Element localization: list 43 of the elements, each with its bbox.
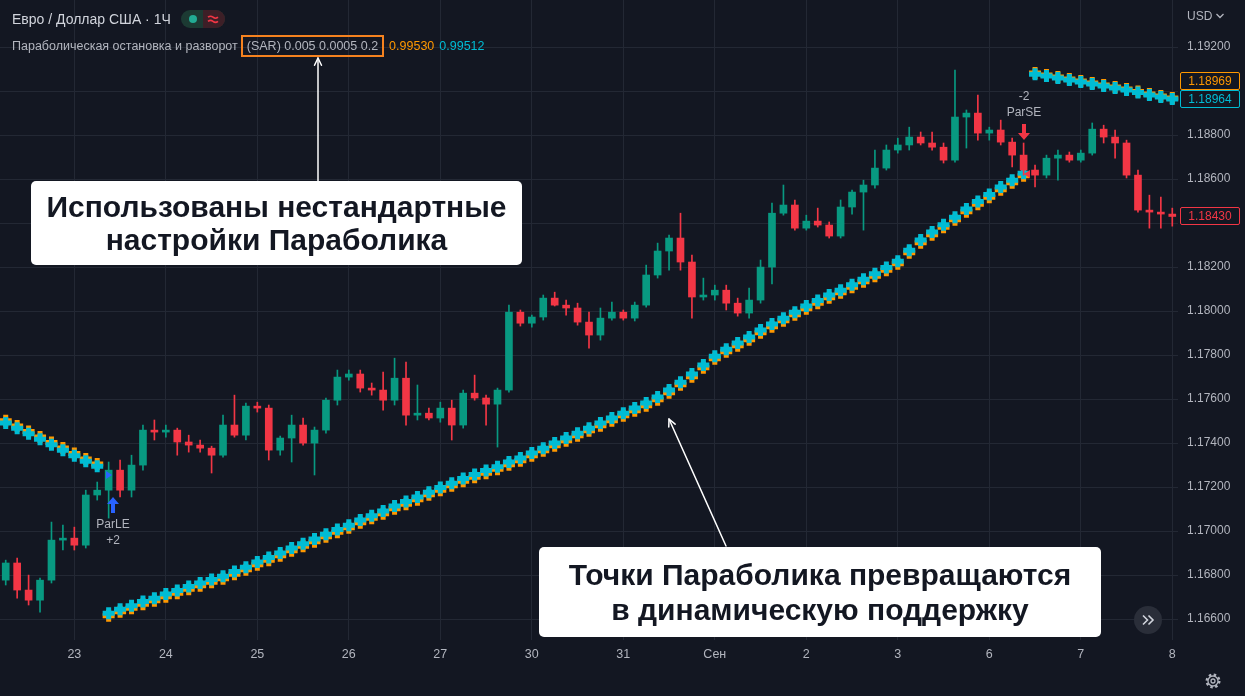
x-tick-label: 6 xyxy=(985,646,993,661)
y-tick-label: 1.17600 xyxy=(1187,391,1231,406)
annotation: 0.99530 xyxy=(389,39,435,53)
candlestick xyxy=(482,394,490,426)
text: Евро / Доллар США · 1Ч xyxy=(12,11,171,27)
y-tick-label: 1.18000 xyxy=(1187,303,1231,318)
text: 1.18430 xyxy=(1180,207,1240,226)
y-tick-label: 1.17200 xyxy=(1187,479,1231,494)
x-tick-label: 24 xyxy=(158,646,173,661)
text: Параболическая остановка и разворот xyxy=(12,39,238,53)
candlestick xyxy=(1054,149,1062,181)
candlestick xyxy=(813,207,822,228)
x-tick-label: 27 xyxy=(433,646,448,661)
x-tick-label: 31 xyxy=(616,646,631,661)
annotation: Точки Параболика превращаются в динамическую поддержку xyxy=(567,557,1073,627)
y-tick-label: 1.17400 xyxy=(1187,435,1231,450)
y-axis-title: USD xyxy=(1187,9,1213,23)
annotation: Использованы нестандартные настройки Параболика xyxy=(45,190,508,256)
y-tick-label: 1.17800 xyxy=(1187,347,1231,362)
annotation: -2 ParSE xyxy=(1006,88,1042,120)
x-tick-label: 2 xyxy=(802,646,810,661)
annotation: ParLE +2 xyxy=(96,516,130,548)
text: 1.18964 xyxy=(1180,90,1240,108)
y-tick-label: 1.16600 xyxy=(1187,611,1231,626)
x-tick-label: 25 xyxy=(250,646,265,661)
candlestick xyxy=(1111,129,1119,159)
y-tick-label: 1.18200 xyxy=(1187,259,1231,274)
y-tick-label: 1.16800 xyxy=(1187,567,1231,582)
annotation: 0.99512 xyxy=(439,39,485,53)
x-tick-label: 3 xyxy=(894,646,902,661)
x-tick-label: 30 xyxy=(524,646,539,661)
x-tick-label: 7 xyxy=(1077,646,1085,661)
y-tick-label: 1.17000 xyxy=(1187,523,1231,538)
y-tick-label: 1.18800 xyxy=(1187,127,1231,142)
y-tick-label: 1.19200 xyxy=(1187,39,1231,54)
x-tick-label: 8 xyxy=(1168,646,1176,661)
annotation: (SAR) 0.005 0.0005 0.2 xyxy=(240,35,385,57)
text: 1.18969 xyxy=(1180,72,1240,90)
candlestick xyxy=(1168,207,1177,227)
y-tick-label: 1.18600 xyxy=(1187,171,1231,186)
x-tick-label: Сен xyxy=(703,646,727,661)
x-tick-label: 26 xyxy=(341,646,356,661)
x-tick-label: 23 xyxy=(67,646,82,661)
